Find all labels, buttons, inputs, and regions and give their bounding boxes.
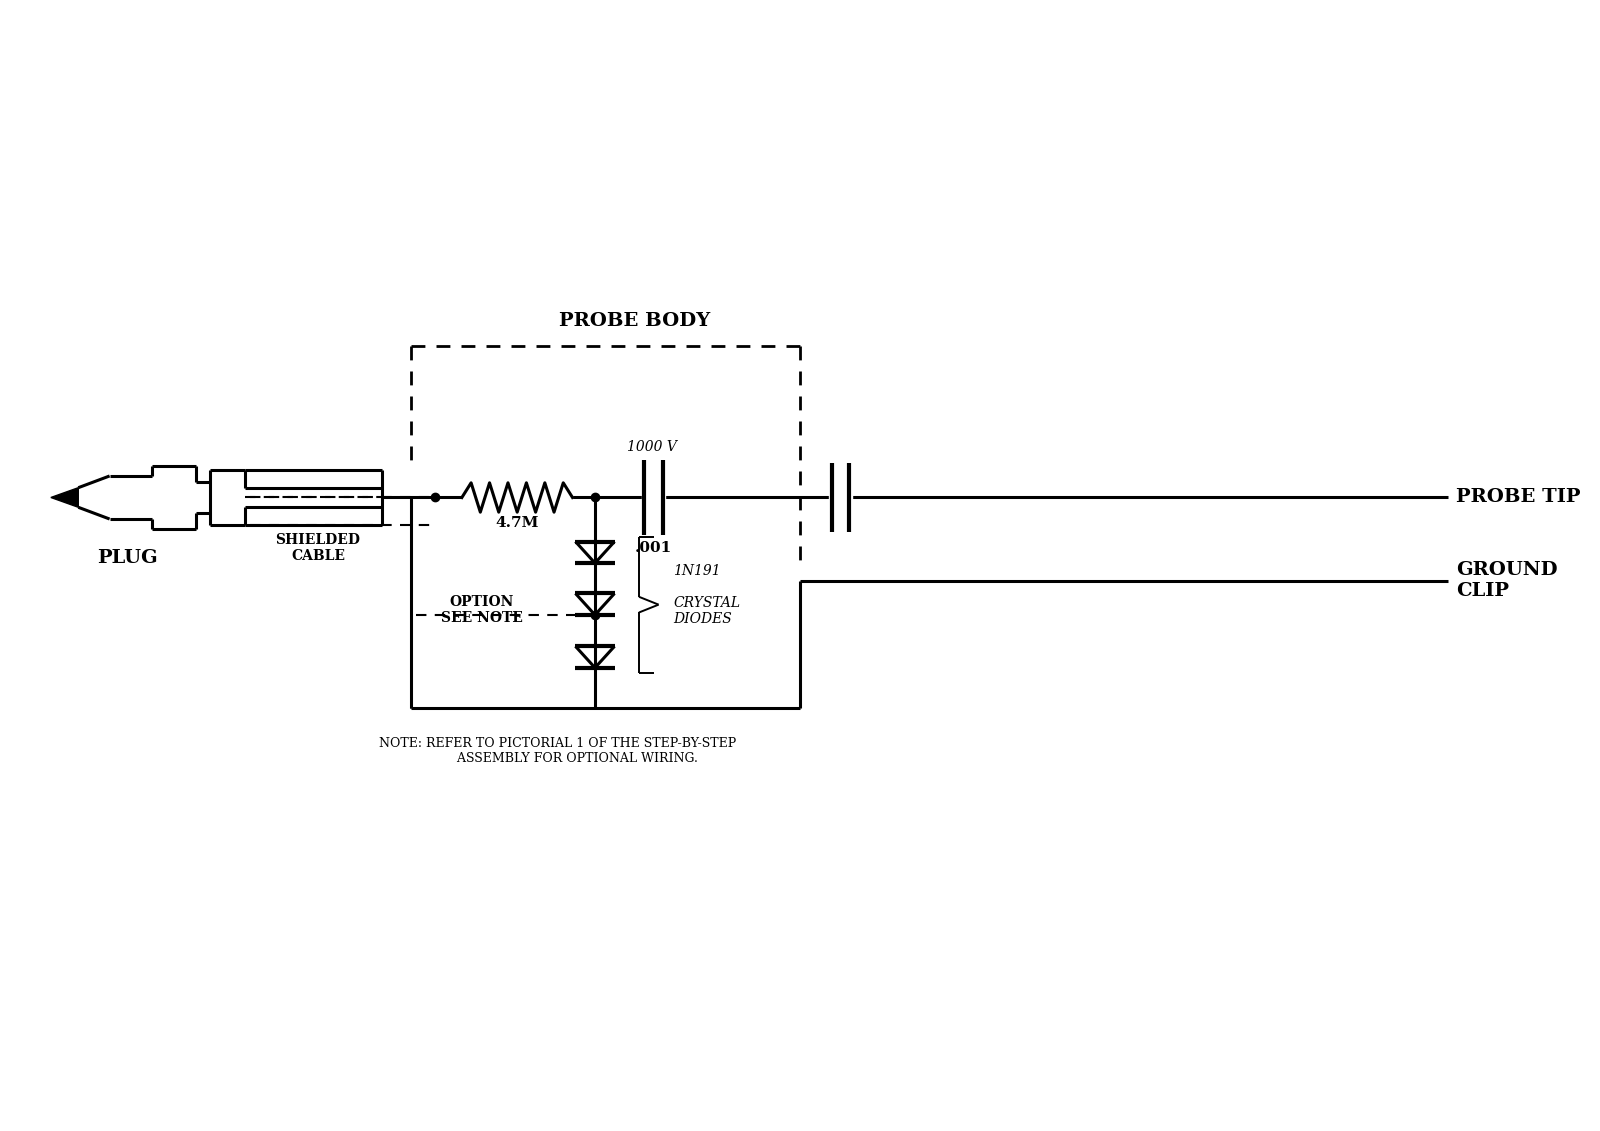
Text: GROUND
CLIP: GROUND CLIP (1456, 561, 1558, 601)
Text: 1N191

CRYSTAL
DIODES: 1N191 CRYSTAL DIODES (674, 563, 741, 627)
Text: SHIELDED
CABLE: SHIELDED CABLE (275, 534, 360, 563)
Text: .001: .001 (635, 542, 672, 555)
Text: 1000 V: 1000 V (627, 440, 677, 454)
Text: NOTE: REFER TO PICTORIAL 1 OF THE STEP-BY-STEP
          ASSEMBLY FOR OPTIONAL W: NOTE: REFER TO PICTORIAL 1 OF THE STEP-B… (379, 737, 736, 766)
Text: PLUG: PLUG (98, 550, 157, 567)
Text: 4.7M: 4.7M (496, 516, 539, 530)
Text: OPTION
SEE NOTE: OPTION SEE NOTE (440, 595, 523, 625)
Text: PROBE BODY: PROBE BODY (560, 312, 710, 330)
Polygon shape (51, 487, 78, 508)
Text: PROBE TIP: PROBE TIP (1456, 489, 1581, 507)
